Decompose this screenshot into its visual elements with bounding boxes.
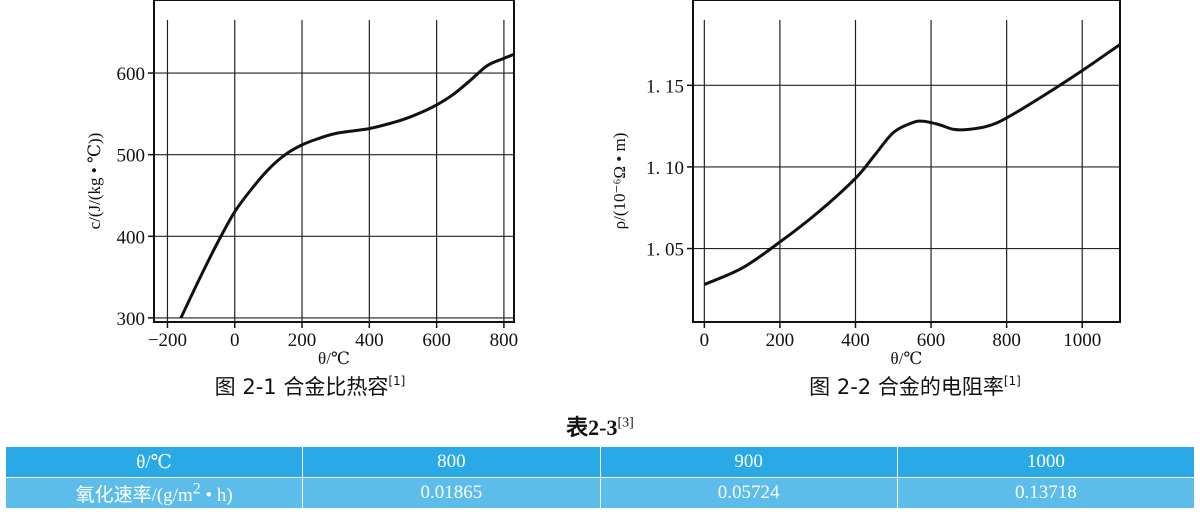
chart-specific-heat: −200 0 200 400 600 800 300 400 500 600 θ/℃ c/(J/(kg… (85, 0, 519, 399)
figure-caption: 图 2-2 合金的电阻率[1] (809, 374, 1021, 399)
y-axis-label: ρ/(10⁻⁶Ω • m) (610, 133, 629, 230)
x-tick-label: 200 (766, 330, 795, 351)
x-tick-label: 400 (355, 330, 384, 351)
x-tick-label: 800 (992, 330, 1021, 351)
x-tick-label: −200 (148, 330, 187, 351)
chart-resistivity: 0 200 400 600 800 1000 1. 05 1. 10 1. 15 θ/℃ ρ/(10… (610, 0, 1121, 399)
x-tick-label: 600 (917, 330, 946, 351)
row-label-cell: 氧化速率/(g/m2 • h) (4, 477, 304, 509)
caption-ref: [1] (1004, 374, 1021, 388)
caption-ref: [1] (388, 374, 405, 388)
y-tick-label: 500 (117, 146, 146, 167)
figure-caption: 图 2-1 合金比热容[1] (215, 374, 406, 399)
table-cell: 0.13718 (896, 477, 1196, 509)
table-cell: 0.05724 (599, 477, 898, 509)
y-tick-label: 1. 05 (646, 240, 684, 261)
x-tick-label: 200 (288, 330, 317, 351)
y-tick-label: 600 (117, 64, 146, 85)
table-title-ref: [3] (617, 415, 634, 431)
table-cell: 0.01865 (302, 477, 601, 509)
row-label-prefix: 氧化速率/(g/m (75, 484, 193, 506)
header-cell: 900 (599, 446, 898, 478)
x-tick-label: 400 (841, 330, 870, 351)
table-title-text: 表2-3 (566, 415, 618, 440)
y-tick-label: 400 (117, 227, 146, 248)
row-label-sup: 2 (192, 480, 201, 498)
header-cell: 1000 (896, 446, 1196, 478)
plot-frame (692, 0, 1121, 323)
oxidation-rate-table: θ/℃ 800 900 1000 氧化速率/(g/m2 • h) 0.01865… (4, 446, 1196, 509)
y-tick-label: 1. 15 (646, 76, 684, 97)
x-axis-label: θ/℃ (318, 349, 350, 368)
header-cell: θ/℃ (4, 446, 304, 478)
y-tick-label: 1. 10 (646, 158, 684, 179)
x-tick-label: 600 (422, 330, 451, 351)
x-axis-label: θ/℃ (891, 349, 923, 368)
series-line (179, 52, 514, 319)
x-tick-label: 800 (490, 330, 519, 351)
table-title: 表2-3[3] (0, 410, 1200, 442)
x-tick-label: 1000 (1063, 330, 1101, 351)
row-label-suffix: • h) (200, 484, 233, 506)
y-tick-label: 300 (117, 309, 146, 330)
table-header-row: θ/℃ 800 900 1000 (4, 446, 1196, 478)
series-line (703, 43, 1120, 286)
x-tick-label: 0 (230, 330, 240, 351)
header-cell: 800 (302, 446, 601, 478)
table-row: 氧化速率/(g/m2 • h) 0.01865 0.05724 0.13718 (4, 477, 1196, 509)
x-tick-label: 0 (700, 330, 710, 351)
y-axis-label: c/(J/(kg • ℃)) (85, 133, 104, 230)
plot-frame (153, 0, 515, 323)
